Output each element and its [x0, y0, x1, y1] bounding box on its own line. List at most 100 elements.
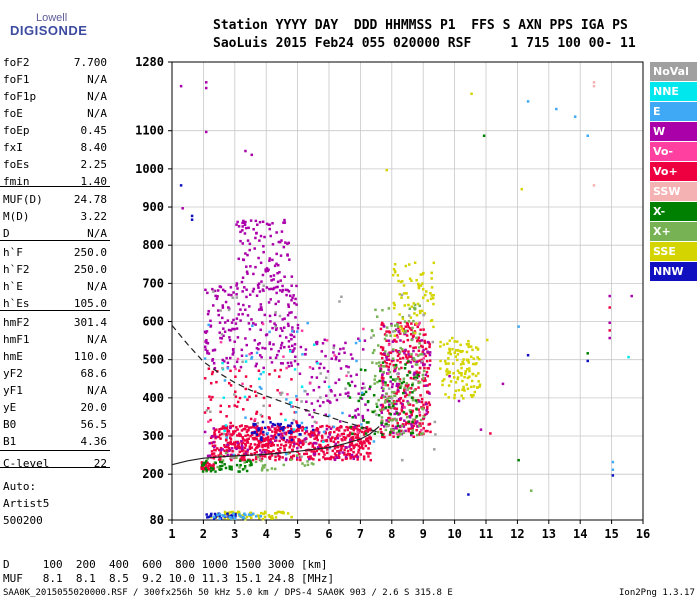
legend-item-e: E [650, 102, 697, 121]
echo-point [340, 432, 344, 436]
echo-point [221, 288, 225, 292]
echo-point [322, 456, 325, 459]
echo-point [380, 419, 384, 423]
echo-point [395, 419, 398, 422]
echo-point [246, 253, 249, 257]
param-fxi: fxI 8.40 [3, 141, 107, 158]
echo-point [307, 433, 311, 436]
param-name: yF1 [3, 384, 23, 397]
param-foep: foEp 0.45 [3, 124, 107, 141]
echo-point [268, 223, 271, 227]
echo-point [263, 235, 266, 239]
echo-point [402, 399, 405, 403]
echo-point [489, 432, 492, 435]
echo-point [395, 384, 398, 388]
x-tick-label: 4 [263, 527, 270, 541]
echo-point [306, 321, 309, 325]
echo-point [352, 456, 356, 459]
echo-point [396, 421, 399, 425]
echo-point [296, 326, 300, 330]
echo-point [429, 291, 432, 295]
echo-point [272, 449, 275, 453]
echo-point [426, 340, 430, 344]
echo-point [244, 452, 248, 455]
echo-point [460, 372, 463, 375]
echo-point [267, 301, 271, 304]
echo-point [459, 343, 462, 347]
echo-point [260, 469, 264, 472]
echo-point [233, 517, 237, 521]
echo-point [233, 404, 236, 407]
echo-point [422, 415, 425, 419]
echo-point [243, 465, 247, 468]
echo-point [248, 242, 252, 246]
echo-point [248, 352, 251, 356]
echo-point [465, 342, 469, 346]
echo-point [292, 428, 296, 431]
echo-point [387, 387, 391, 390]
echo-point [627, 355, 630, 359]
echo-point [395, 407, 399, 411]
echo-point [243, 221, 246, 225]
echo-point [286, 253, 289, 256]
echo-point [406, 323, 410, 327]
echo-point [224, 451, 228, 455]
echo-point [273, 369, 277, 372]
param-hmf1: hmF1 N/A [3, 333, 107, 350]
echo-point [259, 413, 263, 417]
echo-point [288, 431, 291, 435]
echo-point [265, 448, 268, 452]
echo-point [325, 451, 329, 455]
echo-point [206, 454, 210, 458]
echo-point [405, 355, 408, 359]
echo-point [408, 403, 412, 406]
echo-point [292, 418, 295, 422]
echo-point [227, 449, 231, 453]
echo-point [344, 455, 348, 459]
echo-point [205, 469, 208, 472]
echo-point [364, 444, 368, 448]
param-ye: yE 20.0 [3, 401, 107, 418]
echo-point [214, 455, 217, 458]
echo-point [206, 351, 209, 355]
echo-point [361, 414, 364, 418]
echo-point [389, 412, 392, 416]
echo-point [225, 449, 229, 452]
echo-point [243, 427, 246, 431]
x-tick-label: 12 [510, 527, 524, 541]
echo-point [420, 359, 424, 363]
echo-point [403, 320, 407, 323]
echo-point [262, 250, 265, 254]
echo-point [325, 339, 329, 342]
echo-point [258, 239, 261, 242]
echo-point [413, 376, 416, 379]
echo-point [299, 433, 302, 436]
echo-point [401, 458, 404, 462]
echo-point [223, 444, 226, 447]
echo-point [470, 92, 473, 96]
echo-point [389, 395, 393, 398]
echo-point [586, 359, 589, 363]
echo-point [338, 393, 342, 396]
echo-point [221, 459, 225, 462]
echo-point [249, 462, 253, 465]
echo-point [291, 344, 294, 348]
echo-point [222, 327, 225, 330]
echo-point [220, 468, 223, 471]
echo-point [342, 432, 346, 436]
echo-point [388, 370, 392, 374]
echo-point [319, 372, 322, 375]
param-foes: foEs 2.25 [3, 158, 107, 175]
echo-point [246, 459, 250, 462]
echo-point [283, 345, 286, 349]
echo-point [404, 395, 407, 398]
echo-point [236, 434, 239, 437]
echo-point [421, 296, 425, 300]
echo-point [328, 425, 331, 429]
echo-point [209, 398, 213, 401]
echo-point [228, 381, 231, 385]
echo-point [313, 446, 316, 450]
echo-point [608, 306, 611, 309]
echo-point [282, 221, 285, 224]
echo-point [394, 324, 397, 327]
